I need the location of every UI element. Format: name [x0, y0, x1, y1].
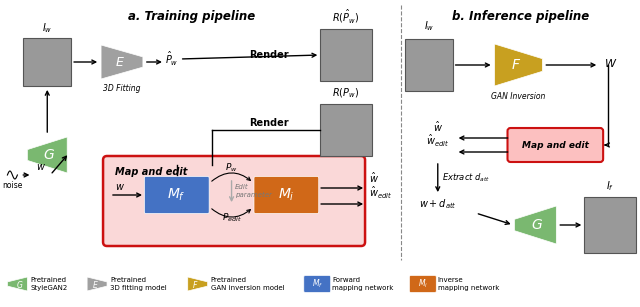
Text: Edit
parameter: Edit parameter	[234, 185, 271, 198]
FancyBboxPatch shape	[584, 197, 636, 253]
FancyBboxPatch shape	[508, 128, 603, 162]
FancyBboxPatch shape	[145, 177, 209, 213]
FancyBboxPatch shape	[23, 38, 71, 86]
Text: $\hat{P}_w$: $\hat{P}_w$	[165, 50, 179, 68]
Text: Forward: Forward	[332, 277, 360, 283]
Text: $E$: $E$	[115, 56, 125, 68]
Text: 3D Fitting: 3D Fitting	[103, 84, 141, 93]
Text: $P_w$: $P_w$	[225, 162, 238, 174]
FancyBboxPatch shape	[320, 29, 372, 81]
Text: Pretrained: Pretrained	[211, 277, 246, 283]
Text: noise: noise	[2, 181, 22, 189]
Text: $I_w$: $I_w$	[424, 19, 434, 33]
Text: GAN Inversion: GAN Inversion	[492, 92, 546, 101]
Text: $F$: $F$	[193, 278, 199, 290]
Polygon shape	[101, 45, 143, 79]
Polygon shape	[87, 277, 107, 291]
Polygon shape	[8, 277, 28, 291]
Text: StyleGAN2: StyleGAN2	[30, 285, 68, 291]
Polygon shape	[515, 206, 556, 244]
Text: b. Inference pipeline: b. Inference pipeline	[452, 10, 589, 23]
Text: $I_f$: $I_f$	[606, 179, 614, 193]
Text: $M_i$: $M_i$	[418, 278, 428, 290]
Text: Render: Render	[250, 118, 289, 128]
Text: mapping network: mapping network	[438, 285, 499, 291]
Text: Pretrained: Pretrained	[110, 277, 146, 283]
Text: Extract $d_{att}$: Extract $d_{att}$	[442, 172, 490, 184]
Text: $\hat{w}$: $\hat{w}$	[433, 120, 443, 134]
Polygon shape	[188, 277, 207, 291]
Text: $w + d_{att}$: $w + d_{att}$	[419, 197, 457, 211]
Text: Inverse: Inverse	[438, 277, 463, 283]
Text: Pretrained: Pretrained	[30, 277, 67, 283]
Text: $R(P_w)$: $R(P_w)$	[333, 86, 360, 100]
FancyBboxPatch shape	[410, 275, 436, 293]
Text: mapping network: mapping network	[332, 285, 394, 291]
Text: $E$: $E$	[92, 278, 99, 290]
FancyBboxPatch shape	[405, 39, 452, 91]
Text: GAN inversion model: GAN inversion model	[211, 285, 284, 291]
Text: $\hat{w}_{edit}$: $\hat{w}_{edit}$	[369, 185, 392, 201]
Text: Render: Render	[250, 50, 289, 60]
Text: $W$: $W$	[604, 57, 618, 69]
Text: $\hat{w}_{edit}$: $\hat{w}_{edit}$	[426, 133, 449, 149]
Text: $G$: $G$	[531, 218, 543, 232]
Polygon shape	[28, 137, 67, 173]
Text: $P_{edit}$: $P_{edit}$	[221, 212, 241, 224]
Text: $w$: $w$	[36, 162, 46, 172]
Text: a. Training pipeline: a. Training pipeline	[128, 10, 255, 23]
Text: $I_w$: $I_w$	[42, 21, 52, 35]
Text: $\hat{w}$: $\hat{w}$	[369, 171, 379, 185]
Text: $M_f$: $M_f$	[168, 187, 186, 203]
Text: $G$: $G$	[15, 278, 23, 290]
Text: $R(\hat{P}_w)$: $R(\hat{P}_w)$	[332, 7, 360, 25]
FancyBboxPatch shape	[254, 177, 319, 213]
Text: $G$: $G$	[44, 148, 55, 162]
Text: Map and edit: Map and edit	[522, 141, 589, 150]
FancyBboxPatch shape	[320, 104, 372, 156]
Text: $M_f$: $M_f$	[312, 278, 323, 290]
Polygon shape	[495, 44, 542, 86]
Text: Map and edit: Map and edit	[115, 167, 188, 177]
FancyBboxPatch shape	[103, 156, 365, 246]
Text: $w$: $w$	[115, 182, 125, 192]
FancyBboxPatch shape	[304, 275, 331, 293]
Text: $M_i$: $M_i$	[278, 187, 294, 203]
Text: $F$: $F$	[511, 58, 522, 72]
Text: 3D fitting model: 3D fitting model	[110, 285, 167, 291]
